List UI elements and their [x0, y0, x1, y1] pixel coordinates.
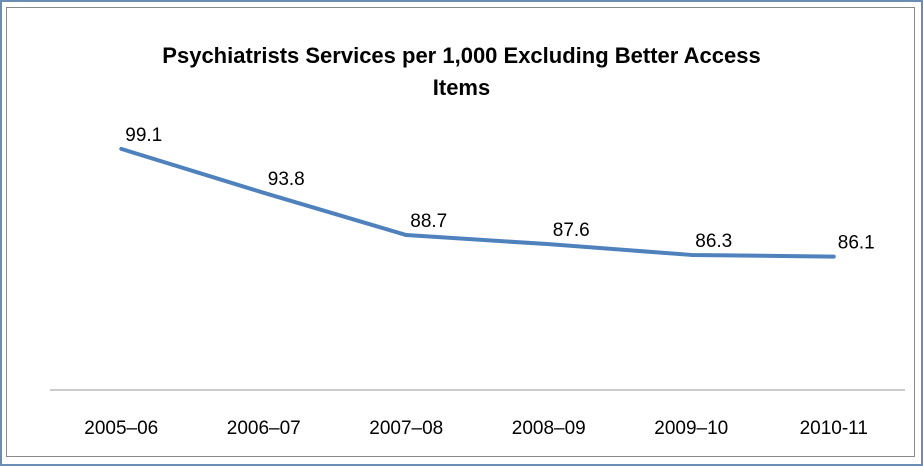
x-tick-label: 2007–08	[369, 418, 443, 439]
chart-area	[6, 7, 915, 457]
data-point	[262, 191, 266, 195]
x-tick-label: 2010-11	[800, 418, 868, 439]
chart-title-line-2: Items	[432, 75, 491, 100]
x-tick-label: 2009–10	[654, 418, 728, 439]
data-point	[547, 242, 551, 246]
series-line	[119, 146, 836, 259]
data-point	[404, 233, 408, 237]
data-label: 87.6	[553, 220, 590, 241]
data-label: 86.1	[838, 233, 875, 254]
data-point	[832, 255, 836, 259]
x-tick-label: 2008–09	[512, 418, 586, 439]
chart-title: Psychiatrists Services per 1,000 Excludi…	[0, 40, 923, 104]
chart-title-line-1: Psychiatrists Services per 1,000 Excludi…	[162, 43, 761, 68]
data-point	[689, 253, 693, 257]
data-label: 86.3	[695, 231, 732, 252]
x-tick-label: 2006–07	[227, 418, 301, 439]
data-label: 99.1	[125, 125, 162, 146]
x-tick-label: 2005–06	[84, 418, 158, 439]
data-label: 88.7	[410, 211, 447, 232]
data-label: 93.8	[268, 169, 305, 190]
data-point	[119, 147, 123, 151]
